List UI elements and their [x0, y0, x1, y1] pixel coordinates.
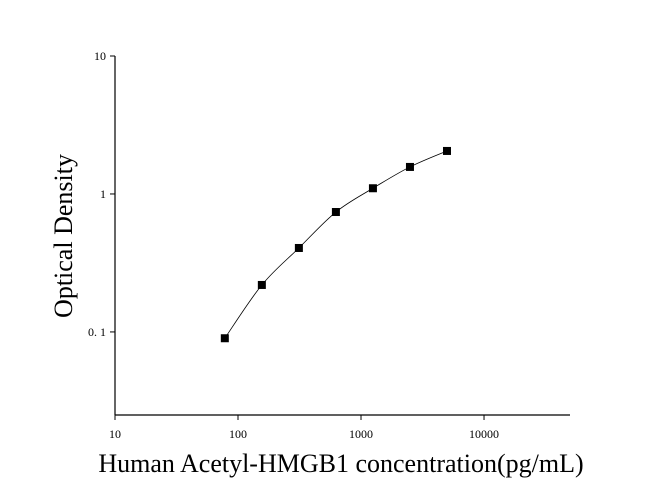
y-axis-title: Optical Density: [49, 154, 78, 318]
fit-curve: [224, 150, 448, 339]
x-tick-label: 1000: [349, 427, 373, 441]
x-axis-title: Human Acetyl-HMGB1 concentration(pg/mL): [98, 449, 583, 478]
data-point: [368, 184, 377, 193]
data-point: [294, 243, 303, 252]
data-point: [442, 146, 451, 155]
y-tick-label: 10: [94, 49, 106, 63]
x-tick-label: 100: [229, 427, 247, 441]
data-point: [331, 208, 340, 217]
y-tick-label: 1: [100, 187, 106, 201]
data-point: [220, 334, 229, 343]
x-tick-label: 10000: [469, 427, 499, 441]
data-point: [257, 280, 266, 289]
y-tick-label: 0. 1: [88, 325, 106, 339]
x-tick-label: 10: [109, 427, 121, 441]
data-point: [405, 162, 414, 171]
